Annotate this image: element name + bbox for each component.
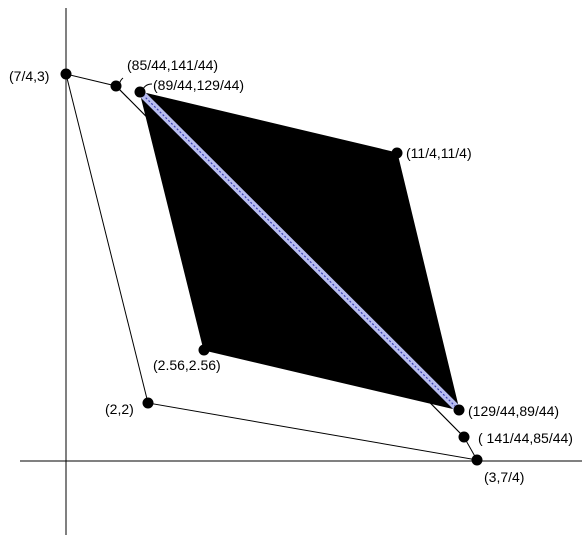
label-3-7-4: (3,7/4) (484, 469, 524, 485)
diagonal-highlight-core (139, 91, 460, 411)
label-89-129: (89/44,129/44) (153, 77, 244, 93)
label-85-141: (85/44,141/44) (127, 57, 218, 73)
label-2-2: (2,2) (105, 401, 134, 417)
point-89-129 (134, 86, 146, 98)
point-2-56 (198, 344, 210, 356)
point-141-85 (458, 431, 470, 443)
point-3-7-4 (471, 454, 483, 466)
diagonal-upper-edge (115, 85, 465, 438)
point-129-89 (453, 404, 465, 416)
point-2-2 (142, 397, 154, 409)
point-7-4-3 (60, 68, 72, 80)
label-141-85: ( 141/44,85/44) (478, 430, 573, 446)
label-7-4-3: (7/4,3) (9, 68, 49, 84)
outer-quadrilateral (65, 73, 478, 461)
point-85-141 (110, 80, 122, 92)
label-129-89: (129/44,89/44) (468, 403, 559, 419)
point-11-4 (391, 147, 403, 159)
label-2-56: (2.56,2.56) (153, 357, 221, 373)
label-11-4: (11/4,11/4) (406, 145, 472, 161)
